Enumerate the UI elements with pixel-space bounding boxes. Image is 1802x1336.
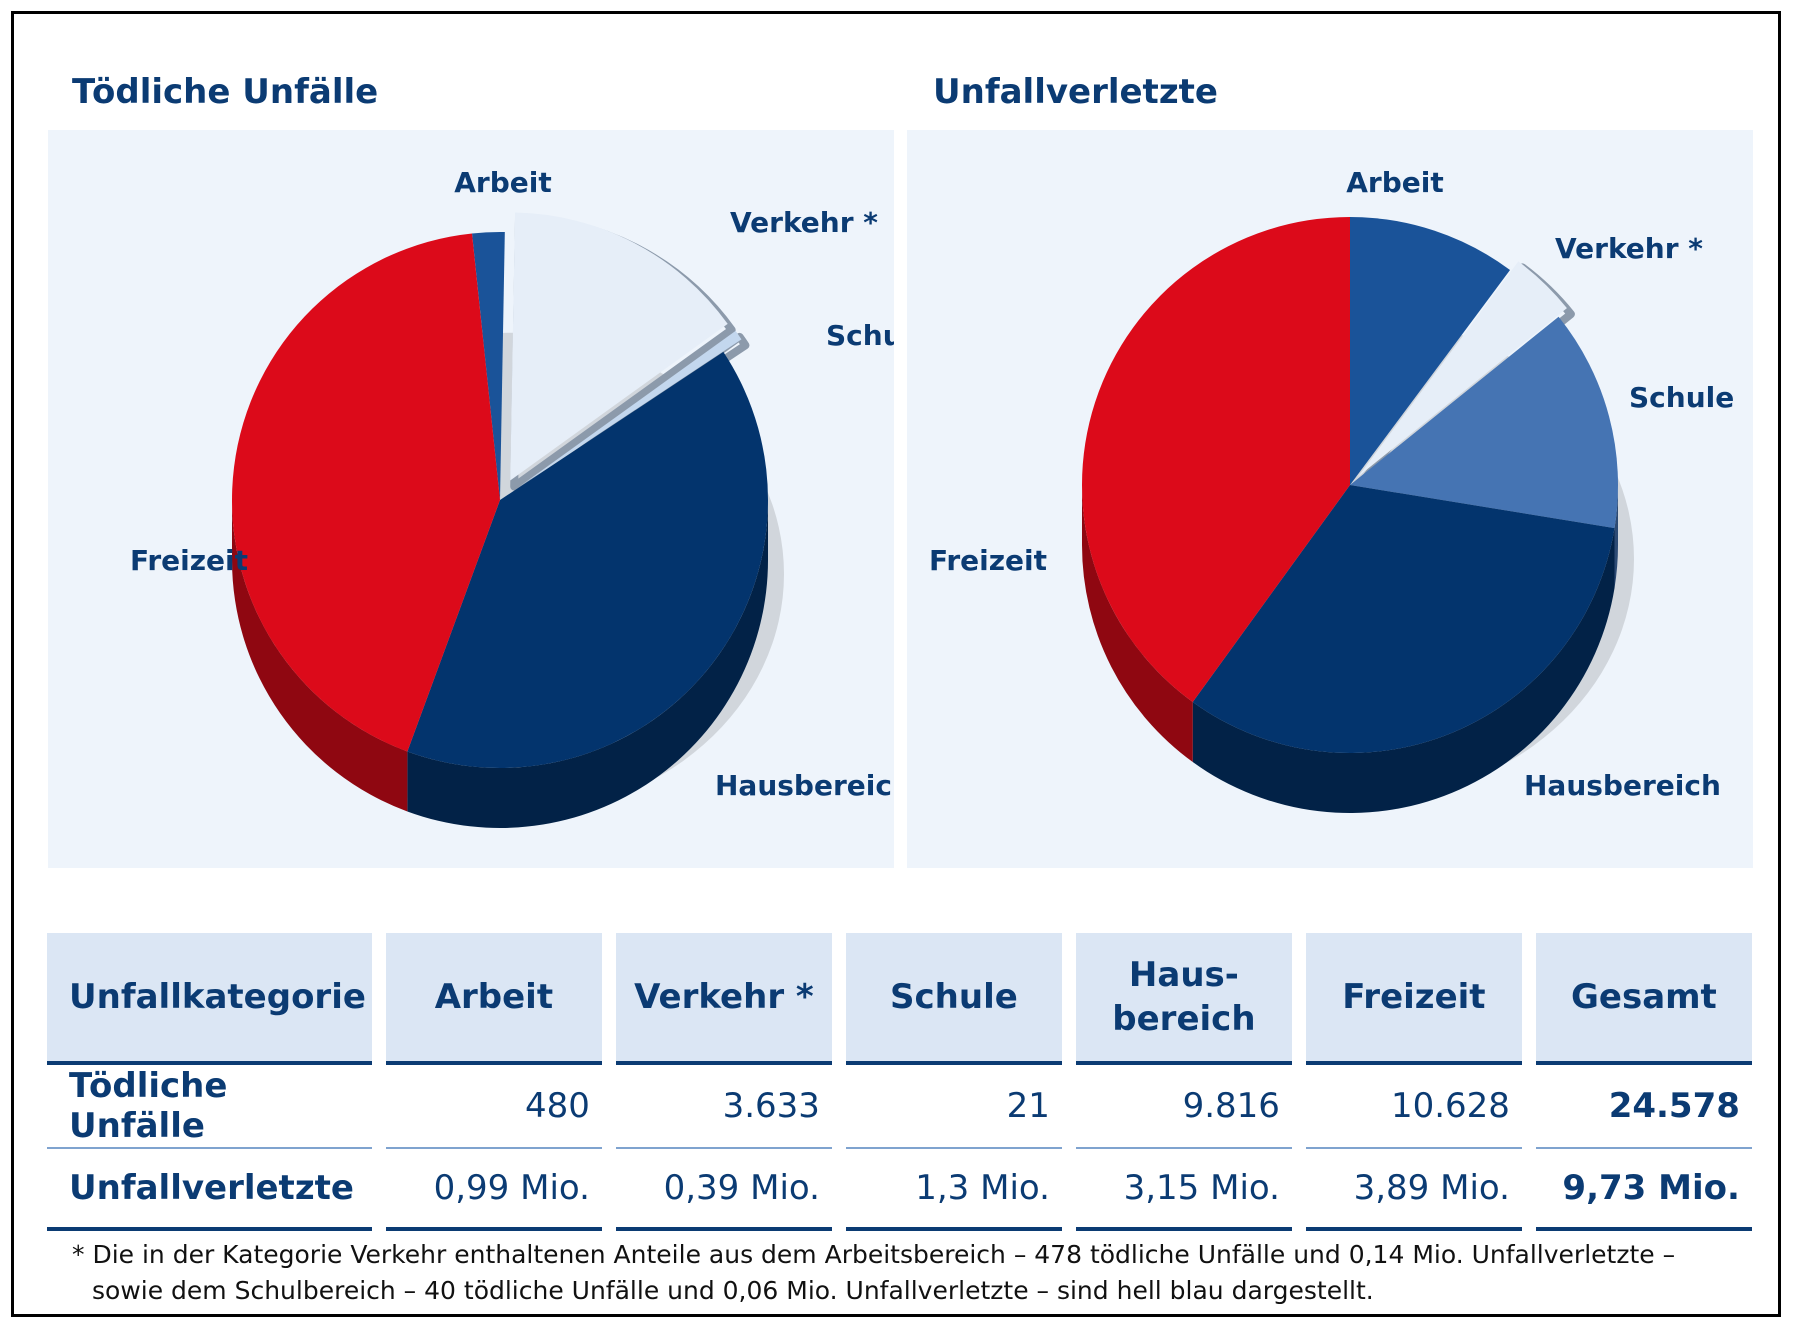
pie-slice-verkehr <box>1358 261 1567 477</box>
footnote-line-2: sowie dem Schulbereich – 40 tödliche Unf… <box>92 1276 1374 1305</box>
pie-slice-schule <box>518 330 742 488</box>
slice-label-verkehr: Verkehr * <box>1555 232 1703 265</box>
cell-injured-schule: 1,3 Mio. <box>845 1149 1062 1231</box>
cell-fatal-gesamt: 24.578 <box>1535 1065 1752 1149</box>
row-label-injured: Unfallverletzte <box>47 1149 372 1231</box>
slice-label-schule: Schule <box>826 319 894 352</box>
cell-injured-gesamt: 9,73 Mio. <box>1535 1149 1752 1231</box>
pie-panel-fatal: Arbeit Verkehr * Schule Hausbereich Freizeit <box>48 130 894 868</box>
header-hausbereich-line2: bereich <box>1112 999 1256 1039</box>
cell-fatal-schule: 21 <box>845 1065 1062 1149</box>
pie-slice-hausbereich <box>407 351 768 768</box>
pie-panel-injured: Arbeit Verkehr * Schule Hausbereich Freizeit <box>907 130 1753 868</box>
table-row-fatal: Tödliche Unfälle 480 3.633 21 9.816 10.6… <box>47 1065 1752 1149</box>
header-schule: Schule <box>845 933 1062 1065</box>
header-gesamt: Gesamt <box>1535 933 1752 1065</box>
summary-table: Unfallkategorie Arbeit Verkehr * Schule … <box>33 933 1766 1231</box>
cell-injured-arbeit: 0,99 Mio. <box>385 1149 602 1231</box>
slice-label-hausbereich: Hausbereich <box>1524 769 1721 802</box>
pie-slice-side <box>1082 485 1193 763</box>
cell-injured-verkehr: 0,39 Mio. <box>615 1149 832 1231</box>
header-hausbereich: Haus-bereich <box>1075 933 1292 1065</box>
pie-slice-side <box>407 500 768 829</box>
pie-slice-freizeit <box>1082 217 1350 703</box>
slice-label-verkehr: Verkehr * <box>730 206 878 239</box>
slice-label-freizeit: Freizeit <box>929 544 1047 577</box>
table-header-row: Unfallkategorie Arbeit Verkehr * Schule … <box>47 933 1752 1065</box>
pie-slice-arbeit <box>1350 217 1511 485</box>
pie-chart-injured: Arbeit Verkehr * Schule Hausbereich Freizeit <box>929 166 1734 813</box>
pie-slice-side <box>231 500 408 812</box>
cell-fatal-hausbereich: 9.816 <box>1075 1065 1292 1149</box>
pie-chart-fatal: Arbeit Verkehr * Schule Hausbereich Freizeit <box>130 166 894 829</box>
slice-label-schule: Schule <box>1629 381 1734 414</box>
header-freizeit: Freizeit <box>1305 933 1522 1065</box>
header-category: Unfallkategorie <box>47 933 372 1065</box>
pie-slice-schule <box>1350 316 1618 529</box>
pie-slice-arbeit <box>471 232 505 500</box>
slice-label-hausbereich: Hausbereich <box>715 769 894 802</box>
header-verkehr: Verkehr * <box>615 933 832 1065</box>
slice-label-arbeit: Arbeit <box>454 166 552 199</box>
chart-title-injured: Unfallverletzte <box>933 72 1218 112</box>
cell-fatal-arbeit: 480 <box>385 1065 602 1149</box>
table-row-injured: Unfallverletzte 0,99 Mio. 0,39 Mio. 1,3 … <box>47 1149 1752 1231</box>
pie-slice-freizeit <box>231 233 500 752</box>
footnote: * Die in der Kategorie Verkehr enthalten… <box>72 1237 1712 1309</box>
pie-slice-hausbereich <box>1192 485 1615 753</box>
pie-slice-side <box>1192 528 1615 813</box>
pie-slice-verkehr <box>510 212 728 481</box>
slice-label-freizeit: Freizeit <box>130 544 248 577</box>
footnote-line-1: * Die in der Kategorie Verkehr enthalten… <box>72 1240 1676 1269</box>
cell-injured-hausbereich: 3,15 Mio. <box>1075 1149 1292 1231</box>
cell-injured-freizeit: 3,89 Mio. <box>1305 1149 1522 1231</box>
row-label-fatal: Tödliche Unfälle <box>47 1065 372 1149</box>
pie-slice-side <box>1614 485 1618 589</box>
header-arbeit: Arbeit <box>385 933 602 1065</box>
cell-fatal-freizeit: 10.628 <box>1305 1065 1522 1149</box>
cell-fatal-verkehr: 3.633 <box>615 1065 832 1149</box>
header-hausbereich-line1: Haus- <box>1128 955 1239 995</box>
slice-label-arbeit: Arbeit <box>1346 166 1444 199</box>
chart-title-fatal: Tödliche Unfälle <box>72 72 379 112</box>
